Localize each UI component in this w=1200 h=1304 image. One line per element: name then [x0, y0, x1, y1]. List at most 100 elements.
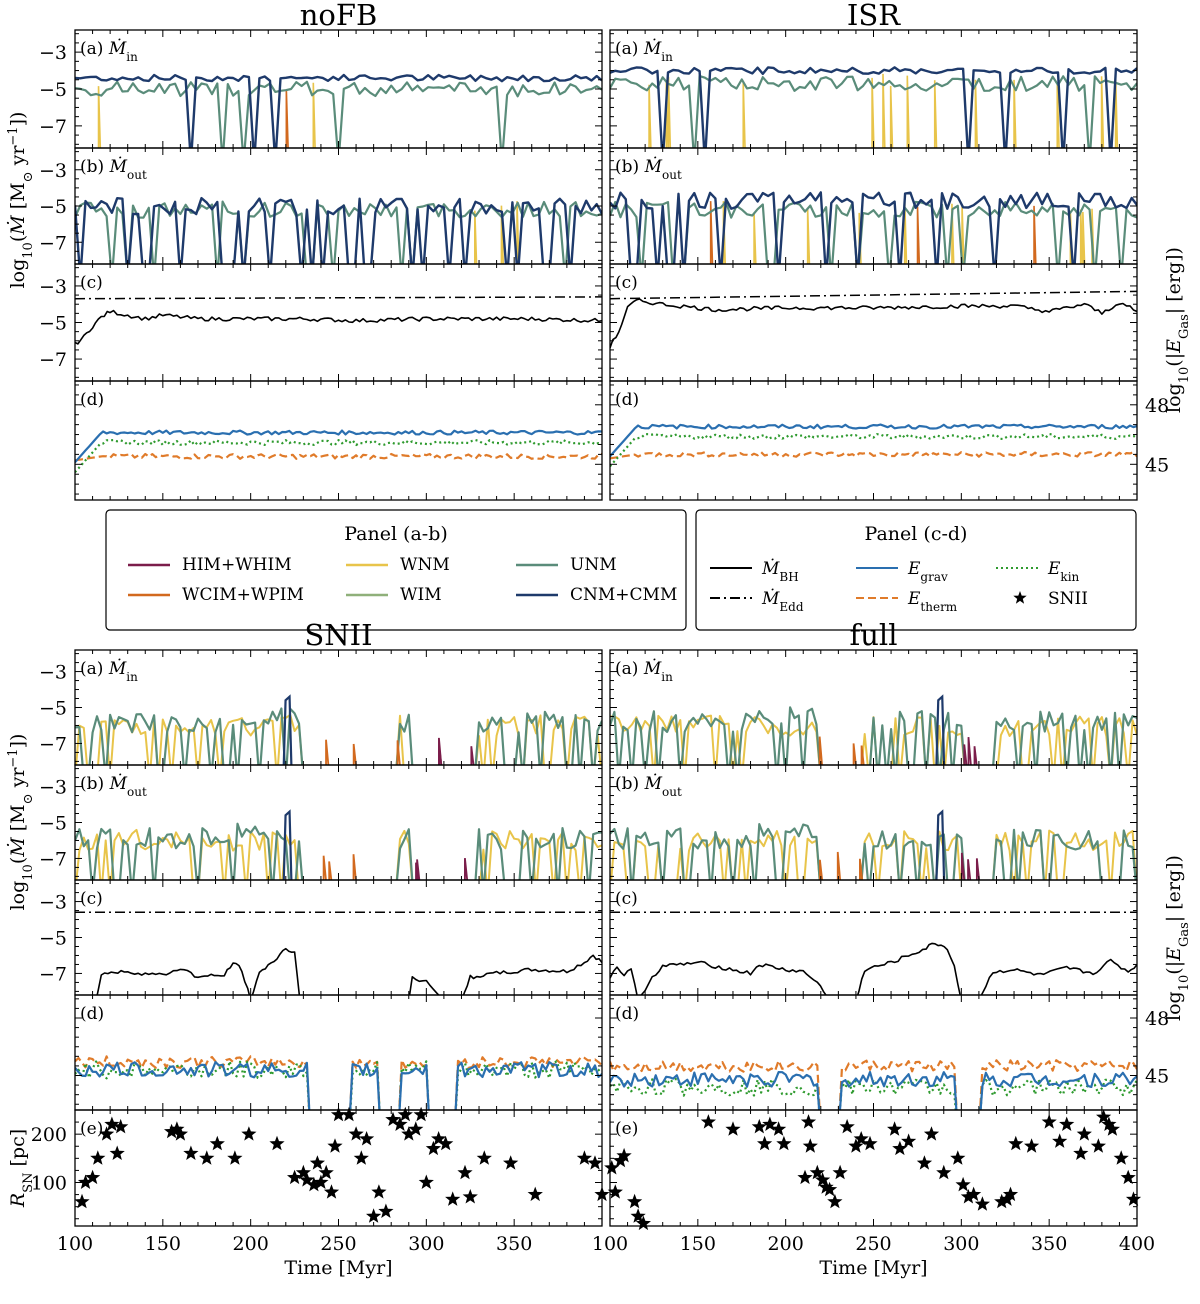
legend-ab-title: Panel (a-b)	[344, 523, 448, 545]
e-grav-line	[75, 429, 602, 464]
wnm-spike	[871, 77, 875, 148]
sn-marker	[800, 1114, 817, 1129]
mdot-bh-line	[610, 298, 1137, 349]
sn-marker	[385, 1111, 401, 1127]
sn-marker	[318, 1164, 334, 1180]
sn-marker	[209, 1135, 225, 1151]
plot-area	[75, 1055, 602, 1110]
him-spike	[819, 859, 824, 880]
x-tick-label: 250	[320, 1233, 356, 1255]
sn-marker	[445, 1191, 461, 1206]
wnm-spike	[933, 80, 938, 148]
y-tick-label: −3	[39, 42, 67, 64]
panel-label-b: (b) Ṁout	[615, 156, 682, 182]
sn-marker	[341, 1106, 357, 1122]
sn-marker	[418, 1174, 434, 1189]
cnm-series	[75, 73, 602, 148]
wnm-spike	[742, 82, 746, 148]
sn-marker	[966, 1186, 982, 1202]
sn-marker	[183, 1145, 199, 1160]
panel-e-frame	[609, 1109, 1138, 1227]
panel-a-frame	[74, 29, 603, 149]
sn-marker	[576, 1150, 592, 1165]
wnm-spike	[753, 212, 757, 264]
him-spike	[322, 855, 327, 880]
panel-label-d: (d)	[615, 1004, 639, 1024]
sn-marker	[1024, 1138, 1040, 1153]
him-spike	[967, 859, 972, 880]
e-grav-line	[610, 1070, 1137, 1110]
sn-marker	[827, 1193, 843, 1209]
sn-marker	[109, 1145, 125, 1160]
sn-marker	[892, 1140, 908, 1156]
cnm-peak	[282, 694, 293, 765]
wnm-spike	[648, 84, 652, 148]
legend-label: Etherm	[907, 589, 958, 614]
sn-marker	[313, 1174, 329, 1189]
sn-marker	[936, 1164, 952, 1180]
sn-marker	[757, 1135, 773, 1151]
sn-marker	[604, 1160, 620, 1175]
sn-marker	[462, 1189, 478, 1204]
x-tick-label: 150	[145, 1233, 181, 1255]
plot-area	[610, 290, 1137, 349]
sn-marker	[397, 1106, 413, 1122]
legend-label: WCIM+WPIM	[182, 585, 304, 605]
him-spike	[836, 851, 842, 880]
sn-marker	[74, 1193, 90, 1209]
plot-area	[75, 429, 602, 473]
plot-area	[610, 423, 1137, 468]
y-axis-label-mdot: log10(Ṁ [M⊙ yr−1])	[6, 734, 36, 911]
sn-marker	[1125, 1191, 1142, 1206]
y-tick-label: −7	[39, 232, 67, 254]
unm-series	[610, 706, 1137, 765]
sn-marker	[923, 1126, 940, 1141]
panel-label-b: (b) Ṁout	[615, 773, 682, 799]
sn-marker	[762, 1116, 778, 1131]
sn-marker	[299, 1172, 315, 1187]
sn-marker	[1041, 1114, 1057, 1129]
x-tick-label: 100	[592, 1233, 628, 1255]
y-tick-label: −3	[39, 777, 67, 799]
him-spike	[975, 858, 981, 880]
unm-series	[75, 822, 602, 880]
cnm-peak	[282, 809, 293, 880]
legend-label: UNM	[570, 555, 617, 575]
sn-marker	[359, 1131, 375, 1146]
panel-b-frame	[74, 764, 603, 881]
plot-area	[610, 911, 1137, 995]
sn-marker	[348, 1126, 364, 1141]
y-axis-label-rsn: RSN [pc]	[7, 1129, 36, 1208]
sn-marker	[862, 1135, 878, 1151]
rsn-markers	[74, 1106, 610, 1223]
sn-marker	[1076, 1126, 1092, 1141]
y-tick-label: −7	[39, 848, 67, 870]
sn-marker	[431, 1131, 447, 1146]
sn-marker	[916, 1155, 933, 1170]
sn-marker	[199, 1150, 215, 1165]
e-kin-line	[75, 1060, 602, 1110]
e-kin-line	[610, 1077, 1137, 1110]
him-spike	[328, 861, 333, 880]
sn-marker	[1002, 1186, 1019, 1202]
panel-label-b: (b) Ṁout	[80, 773, 147, 799]
e-kin-line	[610, 433, 1137, 468]
y-tick-label: −7	[39, 116, 67, 138]
sn-marker	[425, 1140, 441, 1156]
y-tick-label: −7	[39, 349, 67, 371]
panel-a-frame	[74, 649, 603, 766]
x-tick-label: 100	[57, 1233, 93, 1255]
wnm-spike	[806, 208, 811, 264]
panel-label-b: (b) Ṁout	[80, 156, 147, 182]
sn-marker	[832, 1164, 848, 1180]
y-tick-label-right: 45	[1145, 454, 1169, 476]
sn-marker	[1008, 1135, 1024, 1151]
sn-marker	[353, 1150, 369, 1165]
sn-marker	[85, 1169, 101, 1185]
legend-label: Egrav	[907, 559, 948, 584]
sn-marker	[1104, 1121, 1120, 1136]
y-axis-label-energy: log10(|EGas| [erg])	[1163, 855, 1192, 1021]
y-tick-label: −7	[39, 733, 67, 755]
cnm-peak	[935, 809, 946, 880]
